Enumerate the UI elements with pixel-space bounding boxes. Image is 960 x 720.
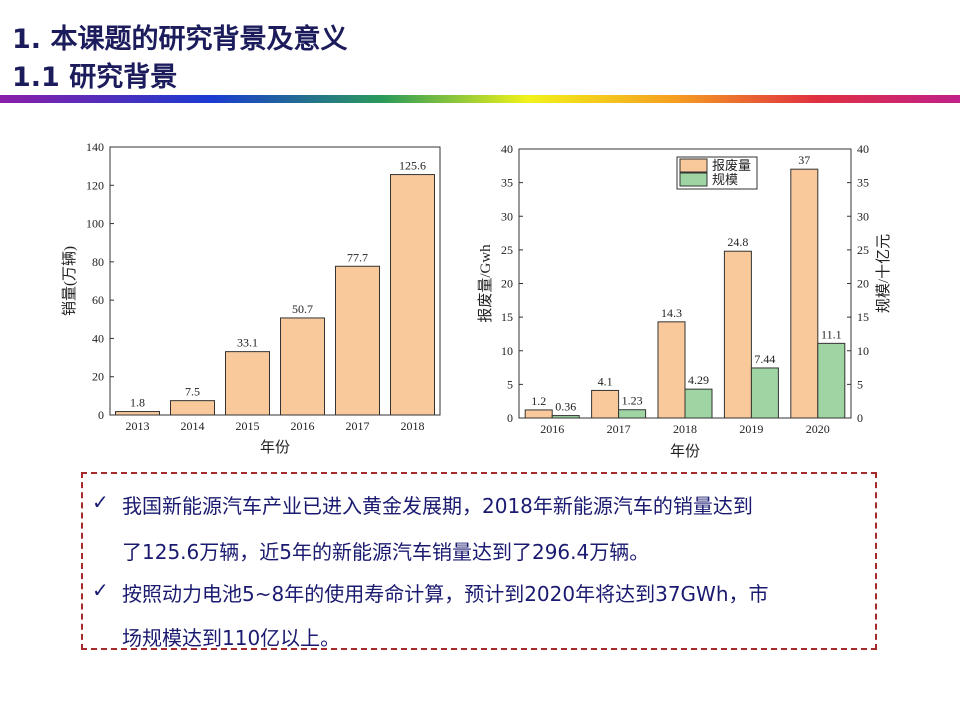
- y-tick-label: 40: [92, 331, 104, 345]
- x-tick-label: 2017: [346, 419, 370, 433]
- x-tick-label: 2018: [673, 422, 697, 436]
- y2-tick-label: 10: [857, 344, 869, 358]
- y-axis-label: 报废量/Gwh: [477, 244, 494, 323]
- x-tick-label: 2015: [236, 419, 260, 433]
- y-tick-label: 20: [92, 370, 104, 384]
- y2-tick-label: 35: [857, 176, 869, 190]
- data-label: 24.8: [727, 235, 748, 249]
- bar-scale: [618, 409, 647, 419]
- plot-frame: [109, 146, 441, 416]
- x-tick-label: 2014: [181, 419, 205, 433]
- y-tick-label: 30: [501, 209, 513, 223]
- bar-scrap: [723, 250, 752, 419]
- bar-scale: [817, 342, 846, 419]
- data-label: 1.8: [130, 396, 145, 410]
- legend-label: 规模: [712, 172, 738, 187]
- y2-tick-label: 5: [857, 377, 863, 391]
- y-tick-label: 15: [501, 310, 513, 324]
- y-tick-label: 0: [98, 408, 104, 422]
- rainbow-divider: [0, 95, 960, 103]
- section-title: 1.1 研究背景: [12, 62, 178, 93]
- bullet-1-line-2: 了125.6万辆，近5年的新能源汽车销量达到了296.4万辆。: [122, 540, 650, 564]
- bar: [115, 411, 160, 416]
- data-label: 50.7: [292, 302, 313, 316]
- x-tick-label: 2013: [126, 419, 150, 433]
- x-axis-label: 年份: [260, 439, 290, 456]
- check-icon: ✓: [92, 580, 109, 602]
- legend-swatch: [679, 158, 708, 173]
- bar-scrap: [524, 409, 553, 419]
- y-tick-label: 140: [86, 140, 104, 154]
- y2-tick-label: 0: [857, 411, 863, 425]
- y-tick-label: 40: [501, 142, 513, 156]
- legend-swatch: [679, 172, 708, 187]
- y-tick-label: 35: [501, 176, 513, 190]
- x-tick-label: 2020: [806, 422, 830, 436]
- data-label: 33.1: [237, 336, 258, 350]
- bar-scrap: [591, 389, 620, 419]
- page-title: 1. 本课题的研究背景及意义: [12, 24, 348, 55]
- x-tick-label: 2016: [540, 422, 564, 436]
- y2-tick-label: 30: [857, 209, 869, 223]
- x-tick-label: 2018: [401, 419, 425, 433]
- y2-tick-label: 25: [857, 243, 869, 257]
- data-label: 125.6: [399, 159, 426, 173]
- y-tick-label: 5: [507, 377, 513, 391]
- y2-tick-label: 40: [857, 142, 869, 156]
- y-tick-label: 25: [501, 243, 513, 257]
- y-tick-label: 20: [501, 277, 513, 291]
- data-label: 11.1: [821, 327, 842, 341]
- check-icon: ✓: [92, 492, 109, 514]
- legend-label: 报废量: [712, 158, 751, 173]
- bar-scale: [551, 415, 580, 419]
- data-label: 0.36: [555, 400, 576, 414]
- bullet-1-line-1: 我国新能源汽车产业已进入黄金发展期，2018年新能源汽车的销量达到: [122, 494, 753, 518]
- x-axis-label: 年份: [670, 443, 700, 460]
- bullet-2-line-1: 按照动力电池5~8年的使用寿命计算，预计到2020年将达到37GWh，市: [122, 582, 769, 606]
- y2-tick-label: 20: [857, 277, 869, 291]
- y-tick-label: 100: [86, 217, 104, 231]
- bar: [390, 174, 435, 416]
- data-label: 37: [798, 153, 810, 167]
- x-tick-label: 2019: [739, 422, 763, 436]
- data-label: 4.1: [598, 374, 613, 388]
- data-label: 4.29: [688, 373, 709, 387]
- y-tick-label: 120: [86, 178, 104, 192]
- bar-scale: [684, 388, 713, 419]
- x-tick-label: 2017: [607, 422, 631, 436]
- data-label: 1.2: [531, 394, 546, 408]
- bullet-2-line-2: 场规模达到110亿以上。: [122, 626, 341, 650]
- y-tick-label: 0: [507, 411, 513, 425]
- y-tick-label: 10: [501, 344, 513, 358]
- bar-scrap: [657, 321, 686, 419]
- x-tick-label: 2016: [291, 419, 315, 433]
- data-label: 7.5: [185, 385, 200, 399]
- y-tick-label: 60: [92, 293, 104, 307]
- y-tick-label: 80: [92, 255, 104, 269]
- data-label: 14.3: [661, 306, 682, 320]
- y2-axis-label: 规模/十亿元: [875, 234, 892, 313]
- bar-scrap: [790, 168, 819, 419]
- bar: [225, 351, 270, 416]
- bar-scale: [750, 367, 779, 419]
- data-label: 77.7: [347, 250, 368, 264]
- bar: [280, 317, 325, 416]
- y-axis-label: 销量(万辆): [61, 246, 78, 316]
- data-label: 7.44: [754, 352, 775, 366]
- data-label: 1.23: [622, 394, 643, 408]
- bar: [170, 400, 215, 416]
- bar: [335, 265, 380, 416]
- summary-box: [81, 472, 877, 650]
- y2-tick-label: 15: [857, 310, 869, 324]
